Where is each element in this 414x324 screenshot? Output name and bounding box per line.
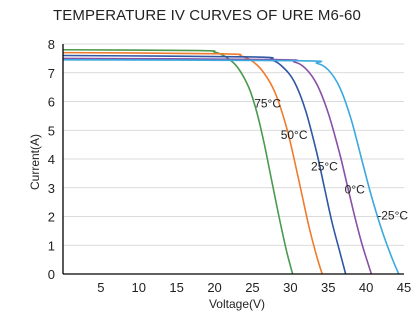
x-tick-label: 30 [283, 280, 297, 295]
x-tick-label: 45 [397, 280, 411, 295]
curve-labels: 75°C 50°C 25°C 0°C -25°C [254, 96, 408, 222]
y-axis-title: Current(A) [28, 134, 42, 190]
curve-label: 25°C [311, 160, 338, 174]
x-tick-label: 25 [245, 280, 259, 295]
curve-label: 0°C [345, 183, 365, 197]
x-tick-label: 40 [359, 280, 373, 295]
x-tick-label: 5 [97, 280, 104, 295]
x-axis-title: Voltage(V) [209, 297, 265, 311]
y-tick-label: 3 [48, 181, 55, 196]
series-line-0c [62, 57, 373, 275]
y-tick-label: 2 [48, 210, 55, 225]
x-tick-label: 20 [207, 280, 221, 295]
y-tick-label: 7 [48, 66, 55, 81]
series-line-50c [62, 51, 323, 275]
series-line-25c [62, 54, 347, 275]
y-tick-label: 0 [48, 267, 55, 282]
y-tick-label: 8 [48, 37, 55, 52]
series-group [62, 48, 400, 275]
curve-label: 75°C [254, 96, 281, 110]
series-line-minus25c [62, 59, 400, 275]
y-tick-label: 6 [48, 95, 55, 110]
axes [62, 44, 404, 275]
curve-label: -25°C [377, 208, 408, 222]
x-tick-label: 10 [132, 280, 146, 295]
series-line-75c [62, 48, 294, 275]
grid-lines [63, 43, 404, 246]
curve-label: 50°C [281, 128, 308, 142]
y-tick-label: 5 [48, 123, 55, 138]
y-tick-label: 1 [48, 238, 55, 253]
chart-title: TEMPERATURE IV CURVES OF URE M6-60 [53, 7, 361, 24]
x-tick-label: 35 [321, 280, 335, 295]
y-tick-label: 4 [48, 152, 55, 167]
x-tick-label: 15 [169, 280, 183, 295]
